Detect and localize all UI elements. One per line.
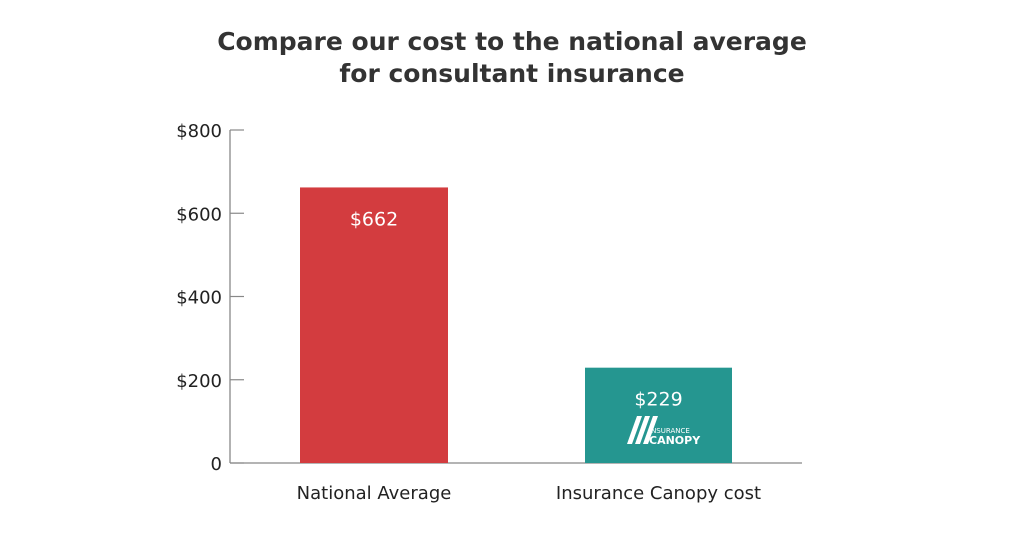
data-label: $662 xyxy=(350,208,398,230)
bar-national-average xyxy=(300,187,448,463)
y-tick-label: $200 xyxy=(176,371,222,392)
data-label: $229 xyxy=(634,389,682,411)
logo-text-insurance: INSURANCE xyxy=(649,427,690,435)
y-tick-label: $400 xyxy=(176,288,222,309)
y-tick-label: 0 xyxy=(211,454,222,475)
x-category-label: National Average xyxy=(297,483,452,504)
logo-text-canopy: CANOPY xyxy=(649,434,701,447)
logo-stripe-icon xyxy=(627,416,642,444)
bar-insurance-canopy xyxy=(585,367,732,463)
title-line-1: Compare our cost to the national average xyxy=(217,27,807,56)
title-line-2: for consultant insurance xyxy=(339,59,685,88)
logo-stripe-icon xyxy=(643,416,658,444)
y-tick-label: $600 xyxy=(176,204,222,225)
logo-stripe-icon xyxy=(635,416,650,444)
chart-title: Compare our cost to the national average… xyxy=(0,26,1024,90)
x-category-label: Insurance Canopy cost xyxy=(556,483,761,504)
y-tick-label: $800 xyxy=(176,121,222,142)
